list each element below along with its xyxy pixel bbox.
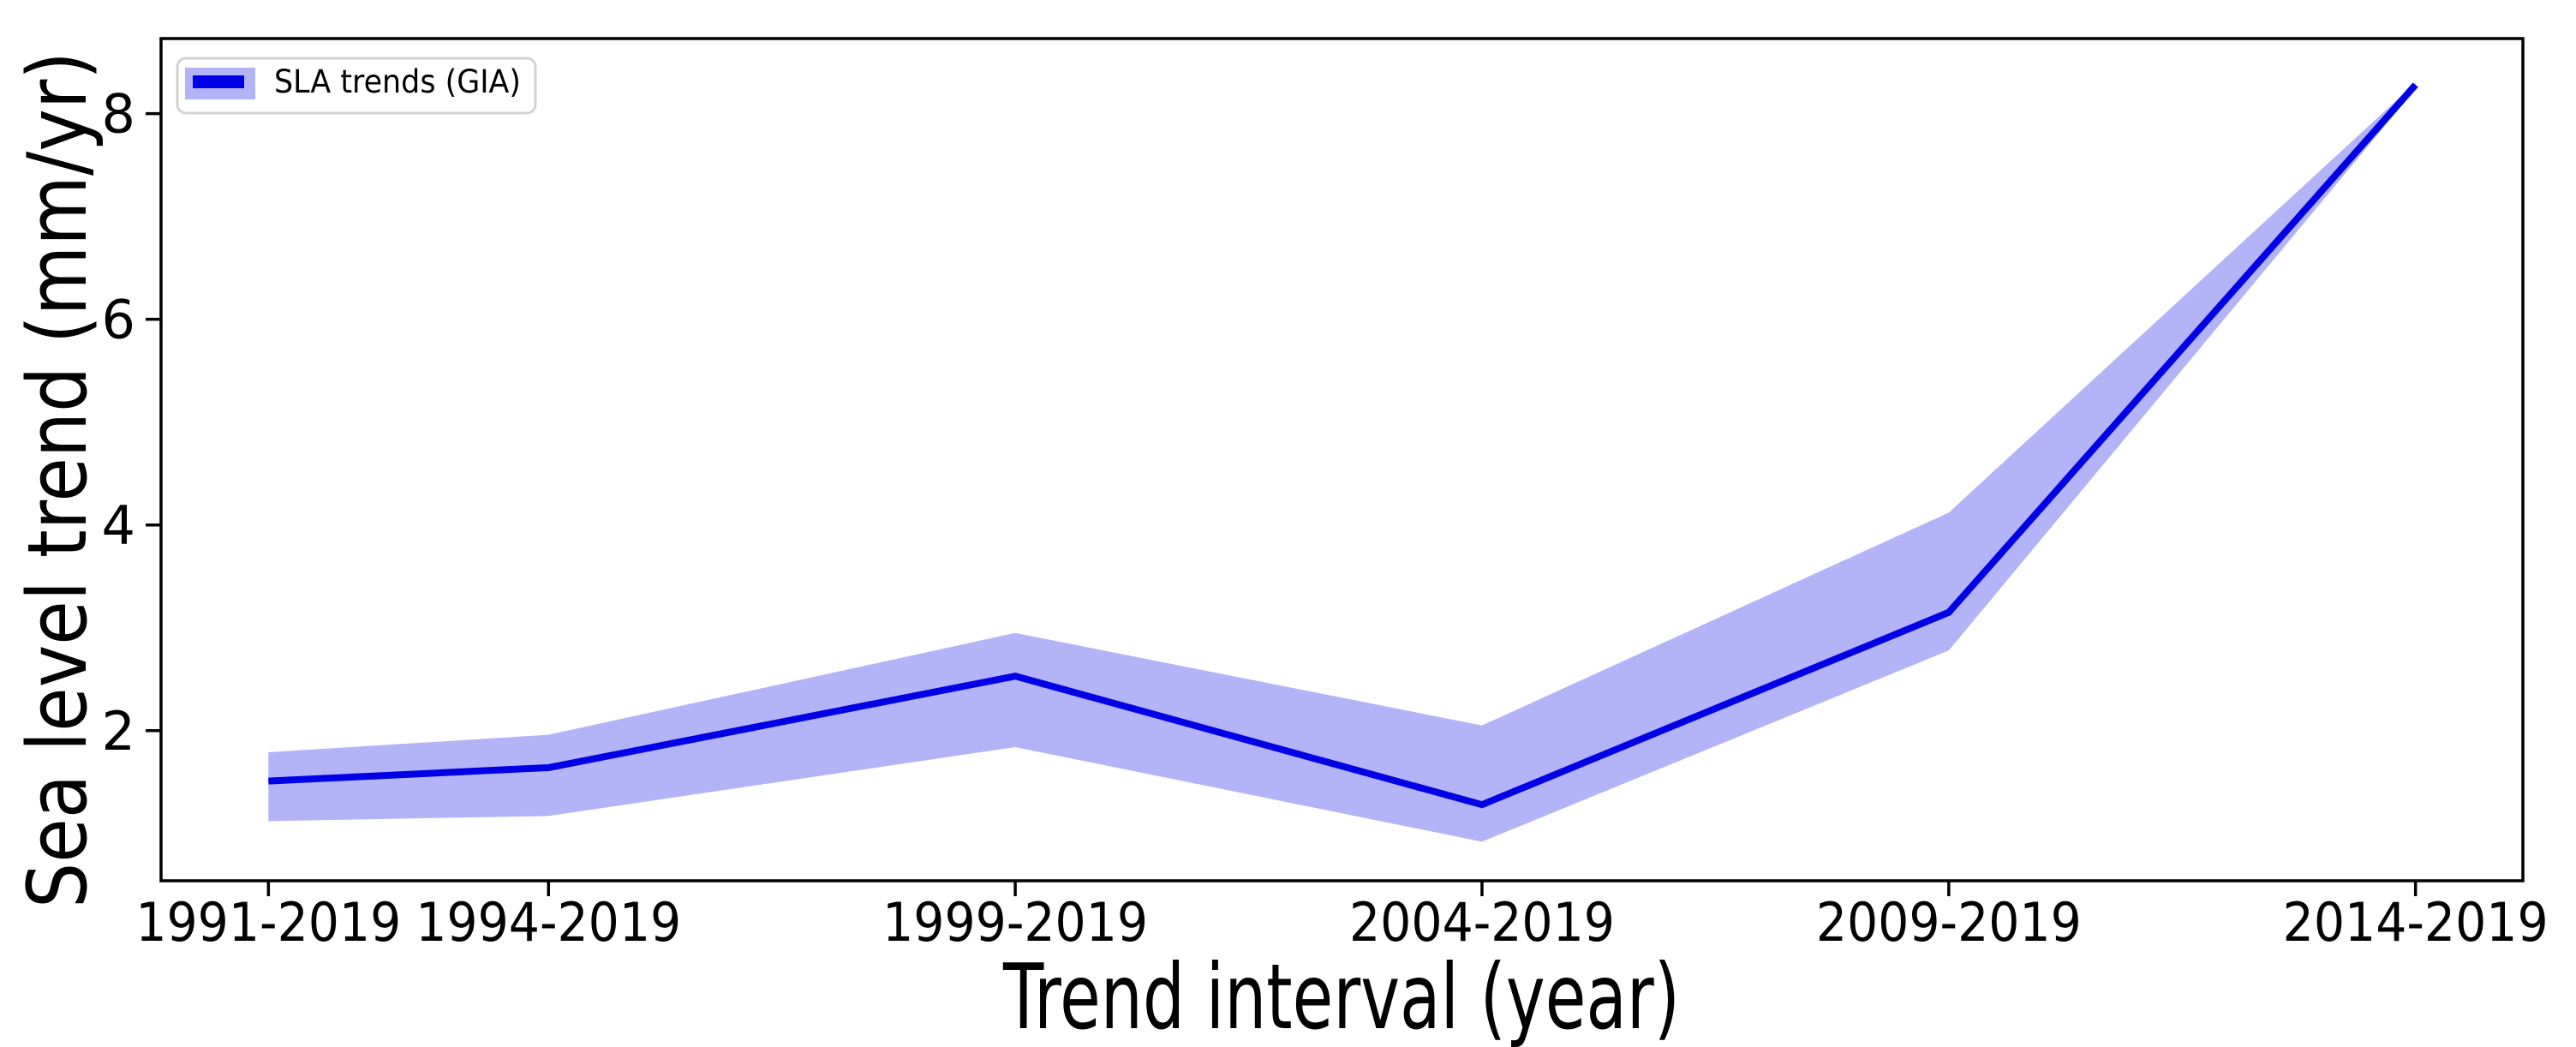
legend: SLA trends (GIA): [176, 57, 537, 115]
y-tick-label: 8: [102, 83, 135, 146]
y-axis-label: Sea level trend (mm/yr): [11, 51, 105, 908]
x-tick-label: 2014-2019: [2283, 891, 2549, 954]
x-tick-label: 2004-2019: [1349, 891, 1615, 954]
trend-line: [268, 82, 2418, 809]
y-tick-label: 4: [102, 494, 135, 557]
y-tick-label: 6: [102, 289, 135, 351]
x-tick-label: 2009-2019: [1816, 891, 2082, 954]
x-tick-label: 1991-2019: [135, 891, 401, 954]
confidence-band: [268, 82, 2416, 842]
plot-area-border: [159, 37, 2525, 882]
x-tick-label: 1994-2019: [415, 891, 681, 954]
y-tick-label: 2: [102, 700, 135, 763]
x-axis-ticks: 1991-2019 1994-2019 1999-2019 2004-2019 2009…: [135, 881, 2549, 954]
x-axis-label: Trend interval (year): [1002, 945, 1680, 1047]
x-tick-label: 1999-2019: [882, 891, 1148, 954]
legend-line-swatch: [193, 75, 244, 88]
legend-label: SLA trends (GIA): [274, 63, 521, 100]
y-axis-ticks: 2 4 6 8: [102, 83, 161, 763]
legend-box: [176, 57, 537, 115]
